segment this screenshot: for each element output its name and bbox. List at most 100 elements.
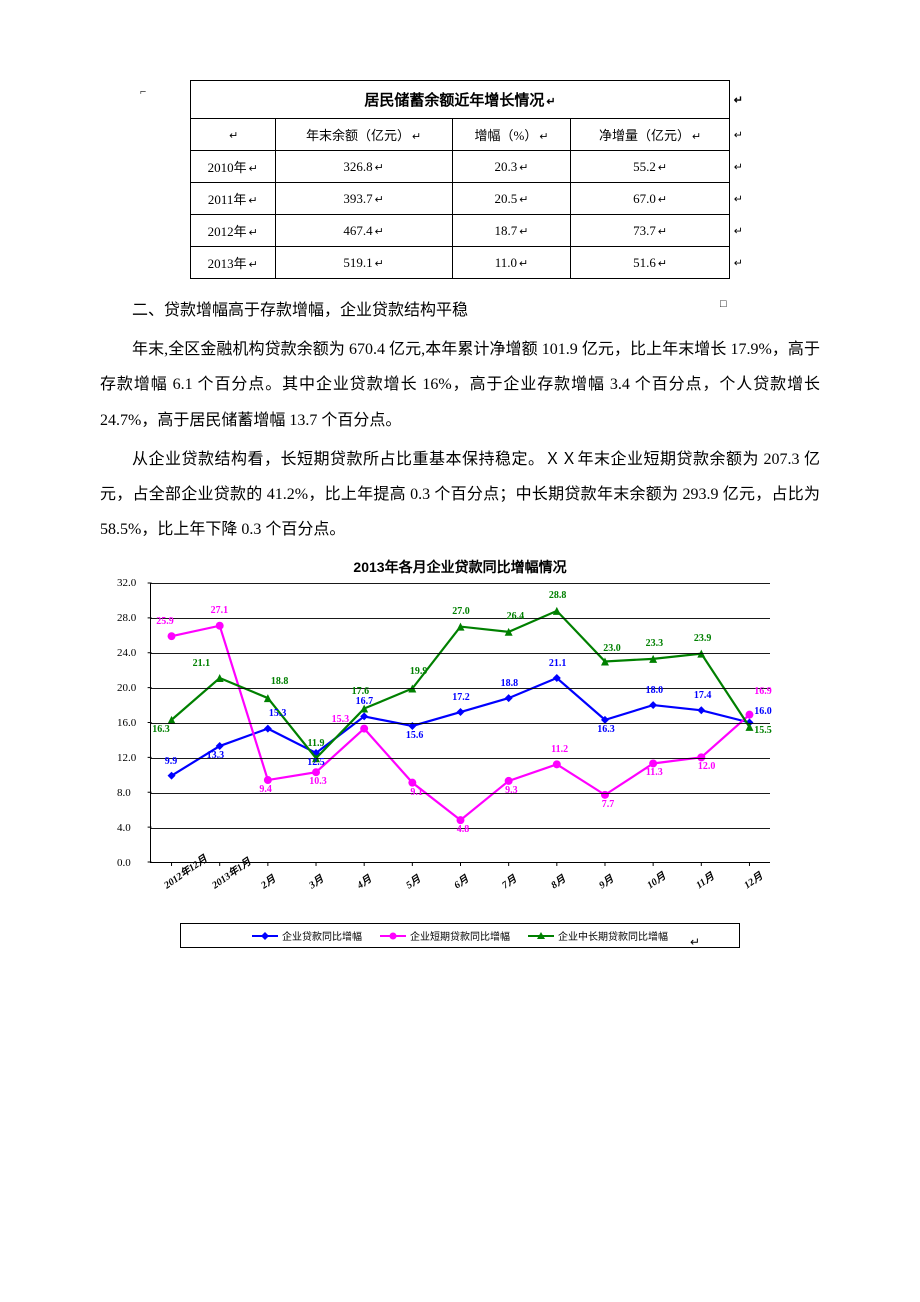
cell-value: 467.4 [343, 223, 372, 238]
chart-title: 2013年各月企业贷款同比增幅情况 [150, 557, 770, 577]
growth-cell: 20.5↵ [452, 183, 571, 215]
chart-data-label: 23.3 [646, 638, 664, 649]
chart-data-label: 18.8 [271, 676, 289, 687]
paragraph-loan-structure: 从企业贷款结构看，长短期贷款所占比重基本保持稳定。ＸＸ年末企业短期贷款余额为 2… [100, 442, 820, 548]
chart-y-tick-label: 20.0 [117, 682, 136, 694]
table-row: 2013年↵ 519.1↵ 11.0↵ 51.6↵↵ [191, 247, 730, 279]
cell-value: 2011年 [208, 192, 247, 207]
chart-y-tick-label: 28.0 [117, 612, 136, 624]
chart-data-label: 17.4 [694, 690, 712, 701]
chart-data-label: 9.9 [165, 756, 178, 767]
cell-return-mark: ↵ [375, 162, 384, 174]
cell-value: 20.5 [495, 191, 518, 206]
chart-data-label: 16.3 [152, 724, 170, 735]
col-1: 年末余额（亿元） [306, 128, 410, 143]
row-return-mark: ↵ [734, 224, 743, 237]
table-row: 2011年↵ 393.7↵ 20.5↵ 67.0↵↵ [191, 183, 730, 215]
chart-data-label: 26.4 [507, 611, 525, 622]
chart-data-label: 12.5 [307, 757, 325, 768]
chart-data-label: 15.3 [332, 714, 350, 725]
cell-value: 2013年 [208, 256, 247, 271]
table-header-empty: ↵ [191, 119, 276, 151]
chart-plot-area: 0.04.08.012.016.020.024.028.032.09.913.3… [150, 583, 770, 863]
chart-x-tick-label: 7月 [498, 871, 519, 892]
cell-return-mark: ↵ [249, 259, 258, 271]
cell-return-mark: ↵ [375, 194, 384, 206]
cell-value: 11.0 [495, 255, 517, 270]
net-cell: 67.0↵↵ [571, 183, 730, 215]
cell-return-mark: ↵ [412, 131, 421, 143]
chart-x-tick-label: 12月 [740, 868, 765, 892]
legend-label: 企业中长期贷款同比增幅 [558, 928, 668, 943]
chart-y-tick-label: 8.0 [117, 787, 131, 799]
growth-cell: 18.7↵ [452, 215, 571, 247]
chart-data-label: 9.3 [505, 785, 518, 796]
chart-x-tick-label: 4月 [353, 871, 374, 892]
chart-data-label: 27.0 [452, 606, 470, 617]
section-heading: 二、贷款增幅高于存款增幅，企业贷款结构平稳 [100, 293, 820, 328]
table-row: 2010年↵ 326.8↵ 20.3↵ 55.2↵↵ [191, 151, 730, 183]
chart-data-label: 21.1 [549, 658, 567, 669]
balance-cell: 326.8↵ [275, 151, 452, 183]
legend-label: 企业贷款同比增幅 [282, 928, 362, 943]
year-cell: 2011年↵ [191, 183, 276, 215]
chart-data-label: 27.1 [211, 605, 229, 616]
cell-value: 55.2 [633, 159, 656, 174]
legend-label: 企业短期贷款同比增幅 [410, 928, 510, 943]
cell-return-mark: ↵ [249, 227, 258, 239]
chart-data-label: 19.9 [410, 666, 428, 677]
legend-item-total: 企业贷款同比增幅 [252, 928, 362, 943]
chart-data-label: 11.2 [551, 744, 568, 755]
chart-y-tick-label: 32.0 [117, 577, 136, 589]
chart-x-tick-label: 11月 [692, 868, 717, 891]
balance-cell: 519.1↵ [275, 247, 452, 279]
growth-cell: 11.0↵ [452, 247, 571, 279]
chart-data-label: 7.7 [602, 799, 615, 810]
chart-data-label: 21.1 [193, 658, 211, 669]
table-title: 居民储蓄余额近年增长情况 [364, 93, 544, 109]
net-cell: 73.7↵↵ [571, 215, 730, 247]
table-title-cell: 居民储蓄余额近年增长情况↵ ↵ [191, 81, 730, 119]
chart-x-axis-labels: 2012年12月2013年1月2月3月4月5月6月7月8月9月10月11月12月 [150, 863, 770, 897]
row-return-mark: ↵ [734, 93, 743, 106]
growth-cell: 20.3↵ [452, 151, 571, 183]
table-row: 2012年↵ 467.4↵ 18.7↵ 73.7↵↵ [191, 215, 730, 247]
balance-cell: 467.4↵ [275, 215, 452, 247]
chart-data-label: 23.0 [603, 643, 621, 654]
chart-data-label: 10.3 [309, 776, 327, 787]
cell-return-mark: ↵ [546, 96, 555, 108]
row-return-mark: ↵ [734, 256, 743, 269]
cell-value: 73.7 [633, 223, 656, 238]
cell-return-mark: ↵ [539, 131, 548, 143]
table-header-row: ↵ 年末余额（亿元）↵ 增幅（%）↵ 净增量（亿元）↵ ↵ [191, 119, 730, 151]
cell-value: 20.3 [495, 159, 518, 174]
cell-value: 519.1 [343, 255, 372, 270]
chart-data-label: 17.6 [352, 686, 370, 697]
chart-y-tick-label: 16.0 [117, 717, 136, 729]
chart-data-label: 25.9 [156, 616, 174, 627]
chart-data-label: 16.0 [754, 706, 772, 717]
chart-x-tick-label: 9月 [595, 871, 616, 892]
chart-x-tick-label: 8月 [547, 871, 568, 892]
cell-return-mark: ↵ [249, 163, 258, 175]
year-cell: 2012年↵ [191, 215, 276, 247]
cell-value: 67.0 [633, 191, 656, 206]
chart-data-label: 23.9 [694, 633, 712, 644]
cell-value: 18.7 [495, 223, 518, 238]
chart-y-tick-label: 0.0 [117, 857, 131, 869]
cell-value: 2012年 [208, 224, 247, 239]
cell-return-mark: ↵ [658, 162, 667, 174]
col-2: 增幅（%） [474, 128, 537, 143]
chart-data-label: 15.6 [406, 730, 424, 741]
cell-return-mark: ↵ [519, 162, 528, 174]
legend-swatch-total [252, 931, 278, 941]
year-cell: 2013年↵ [191, 247, 276, 279]
loan-growth-chart: 2013年各月企业贷款同比增幅情况 0.04.08.012.016.020.02… [150, 557, 770, 948]
col-3: 净增量（亿元） [599, 128, 690, 143]
legend-swatch-long [528, 931, 554, 941]
chart-y-tick-label: 4.0 [117, 822, 131, 834]
year-cell: 2010年↵ [191, 151, 276, 183]
cell-value: 326.8 [343, 159, 372, 174]
table-end-box-mark: □ [720, 298, 727, 310]
cell-return-mark: ↵ [658, 194, 667, 206]
